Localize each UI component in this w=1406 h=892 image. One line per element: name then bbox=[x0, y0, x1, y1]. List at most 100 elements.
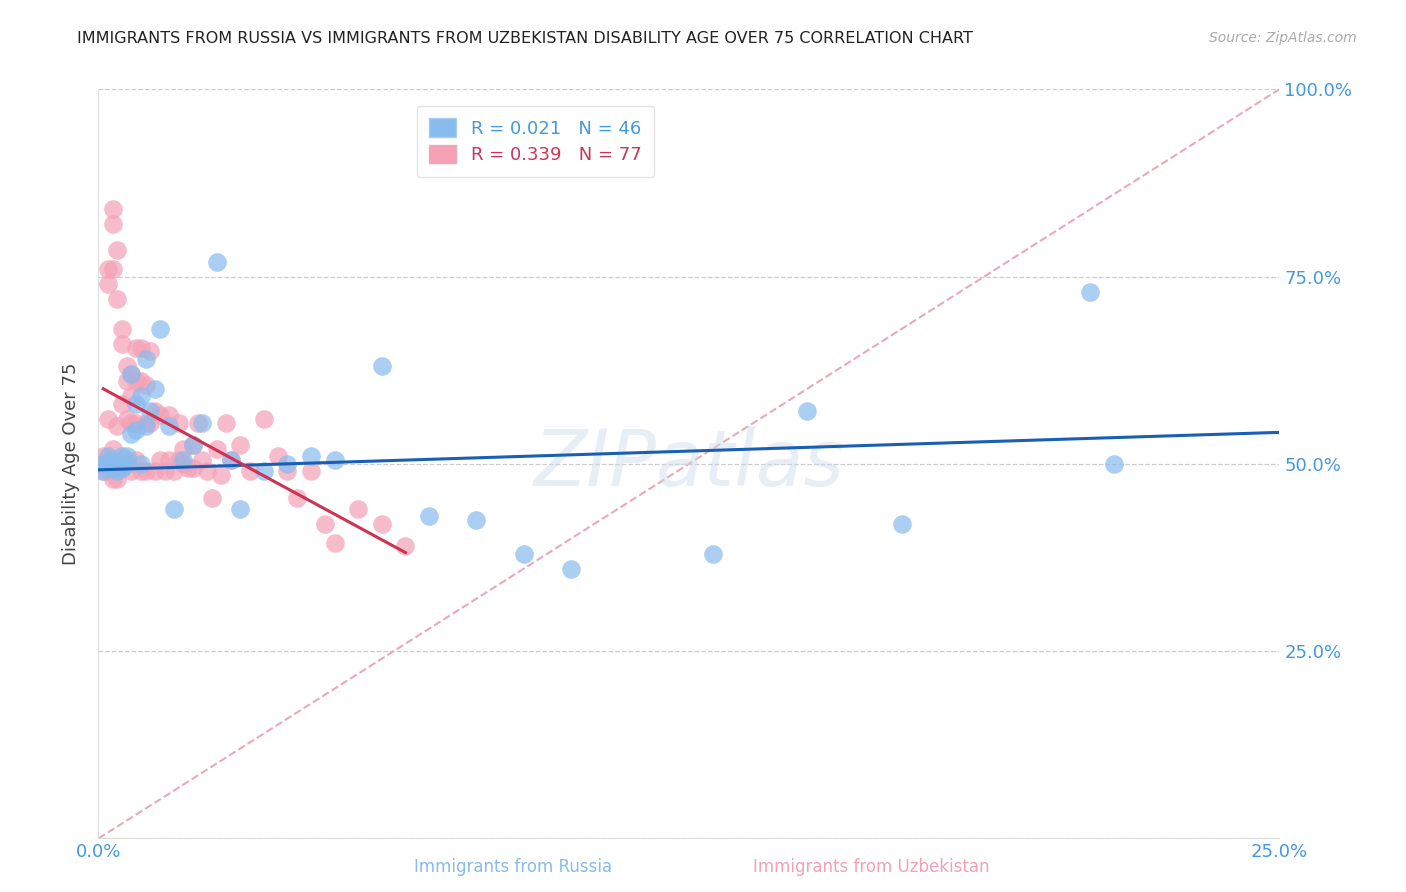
Point bbox=[129, 464, 152, 478]
Point bbox=[115, 457, 138, 471]
Legend: R = 0.021   N = 46, R = 0.339   N = 77: R = 0.021 N = 46, R = 0.339 N = 77 bbox=[416, 106, 654, 177]
Text: ZIPatlas: ZIPatlas bbox=[533, 425, 845, 502]
Point bbox=[139, 404, 162, 418]
Point bbox=[97, 277, 120, 291]
Point bbox=[121, 426, 143, 441]
Point bbox=[121, 416, 143, 430]
Point bbox=[139, 416, 162, 430]
Point bbox=[149, 408, 172, 422]
Point bbox=[465, 513, 488, 527]
Point bbox=[1080, 285, 1102, 299]
Point bbox=[111, 322, 134, 336]
Point bbox=[129, 375, 152, 389]
Point bbox=[97, 453, 120, 467]
Text: Immigrants from Uzbekistan: Immigrants from Uzbekistan bbox=[754, 858, 990, 876]
Point bbox=[105, 464, 128, 478]
Point bbox=[121, 367, 143, 381]
Point bbox=[229, 501, 252, 516]
Point bbox=[111, 450, 134, 464]
Point bbox=[219, 453, 242, 467]
Point bbox=[177, 460, 200, 475]
Point bbox=[91, 457, 114, 471]
Point bbox=[101, 262, 124, 277]
Point bbox=[172, 442, 194, 456]
Point bbox=[229, 438, 252, 452]
Point bbox=[149, 322, 172, 336]
Point bbox=[267, 450, 290, 464]
Point bbox=[205, 442, 228, 456]
Point bbox=[115, 359, 138, 374]
Point bbox=[276, 464, 298, 478]
Point bbox=[149, 453, 172, 467]
Point bbox=[101, 460, 124, 475]
Point bbox=[195, 464, 218, 478]
Y-axis label: Disability Age Over 75: Disability Age Over 75 bbox=[62, 362, 80, 566]
Point bbox=[157, 408, 180, 422]
Point bbox=[115, 412, 138, 426]
Point bbox=[115, 453, 138, 467]
Point bbox=[167, 416, 190, 430]
Point bbox=[91, 464, 114, 478]
Point bbox=[121, 464, 143, 478]
Point bbox=[125, 423, 148, 437]
Point bbox=[157, 419, 180, 434]
Point bbox=[139, 344, 162, 359]
Point bbox=[371, 516, 394, 531]
Point bbox=[323, 453, 346, 467]
Point bbox=[97, 457, 120, 471]
Point bbox=[135, 419, 157, 434]
Point bbox=[276, 457, 298, 471]
Point bbox=[163, 501, 186, 516]
Point bbox=[314, 516, 336, 531]
Point bbox=[347, 501, 370, 516]
Point bbox=[111, 460, 134, 475]
Point bbox=[105, 244, 128, 258]
Point bbox=[181, 438, 204, 452]
Point bbox=[181, 460, 204, 475]
Point bbox=[299, 464, 322, 478]
Point bbox=[105, 419, 128, 434]
Point bbox=[181, 438, 204, 452]
Point bbox=[512, 547, 534, 561]
Point bbox=[153, 464, 176, 478]
Point bbox=[115, 375, 138, 389]
Point bbox=[219, 453, 242, 467]
Point bbox=[125, 341, 148, 355]
Point bbox=[101, 217, 124, 231]
Point bbox=[560, 562, 582, 576]
Point bbox=[101, 472, 124, 486]
Point bbox=[129, 341, 152, 355]
Point bbox=[129, 457, 152, 471]
Point bbox=[111, 453, 134, 467]
Point bbox=[239, 464, 262, 478]
Point bbox=[115, 450, 138, 464]
Point bbox=[796, 404, 818, 418]
Text: Immigrants from Russia: Immigrants from Russia bbox=[415, 858, 612, 876]
Point bbox=[191, 416, 214, 430]
Point bbox=[143, 404, 166, 418]
Point bbox=[125, 375, 148, 389]
Point bbox=[167, 453, 190, 467]
Point bbox=[105, 472, 128, 486]
Point bbox=[97, 412, 120, 426]
Point bbox=[105, 457, 128, 471]
Point bbox=[205, 254, 228, 268]
Point bbox=[135, 464, 157, 478]
Point bbox=[418, 509, 440, 524]
Point bbox=[209, 468, 232, 483]
Point bbox=[125, 397, 148, 411]
Point bbox=[91, 450, 114, 464]
Point bbox=[97, 450, 120, 464]
Point bbox=[111, 457, 134, 471]
Point bbox=[253, 412, 276, 426]
Point bbox=[101, 442, 124, 456]
Point bbox=[890, 516, 912, 531]
Point bbox=[111, 397, 134, 411]
Point bbox=[101, 453, 124, 467]
Point bbox=[91, 457, 114, 471]
Point bbox=[157, 453, 180, 467]
Point bbox=[215, 416, 238, 430]
Point bbox=[135, 378, 157, 392]
Point bbox=[121, 389, 143, 403]
Point bbox=[97, 464, 120, 478]
